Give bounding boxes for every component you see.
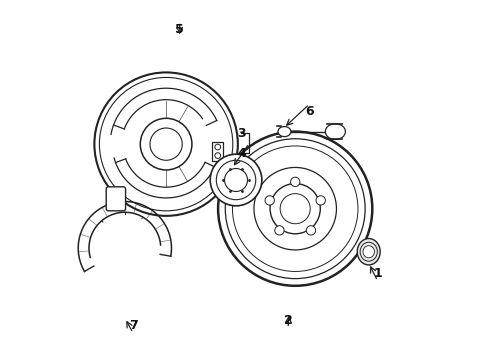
Ellipse shape	[265, 196, 274, 205]
Ellipse shape	[140, 118, 192, 170]
Ellipse shape	[325, 124, 345, 139]
Text: 1: 1	[373, 267, 382, 280]
Ellipse shape	[210, 154, 262, 206]
Bar	[212, 142, 223, 161]
Ellipse shape	[357, 239, 380, 265]
Text: 6: 6	[305, 105, 314, 118]
Ellipse shape	[215, 153, 221, 158]
Ellipse shape	[275, 226, 284, 235]
Ellipse shape	[306, 226, 316, 235]
Ellipse shape	[363, 246, 374, 258]
Ellipse shape	[95, 72, 238, 216]
Ellipse shape	[218, 132, 372, 286]
Ellipse shape	[224, 168, 247, 192]
Ellipse shape	[254, 167, 337, 250]
Text: 2: 2	[284, 314, 293, 327]
Ellipse shape	[278, 127, 291, 136]
Ellipse shape	[280, 194, 310, 224]
Ellipse shape	[270, 184, 320, 234]
Text: 3: 3	[237, 127, 245, 140]
Text: 4: 4	[237, 147, 246, 159]
FancyBboxPatch shape	[106, 187, 125, 211]
Text: 5: 5	[175, 23, 184, 36]
Ellipse shape	[291, 177, 300, 186]
Ellipse shape	[216, 160, 256, 200]
Text: 7: 7	[129, 319, 138, 332]
Ellipse shape	[215, 144, 221, 150]
Ellipse shape	[316, 196, 325, 205]
